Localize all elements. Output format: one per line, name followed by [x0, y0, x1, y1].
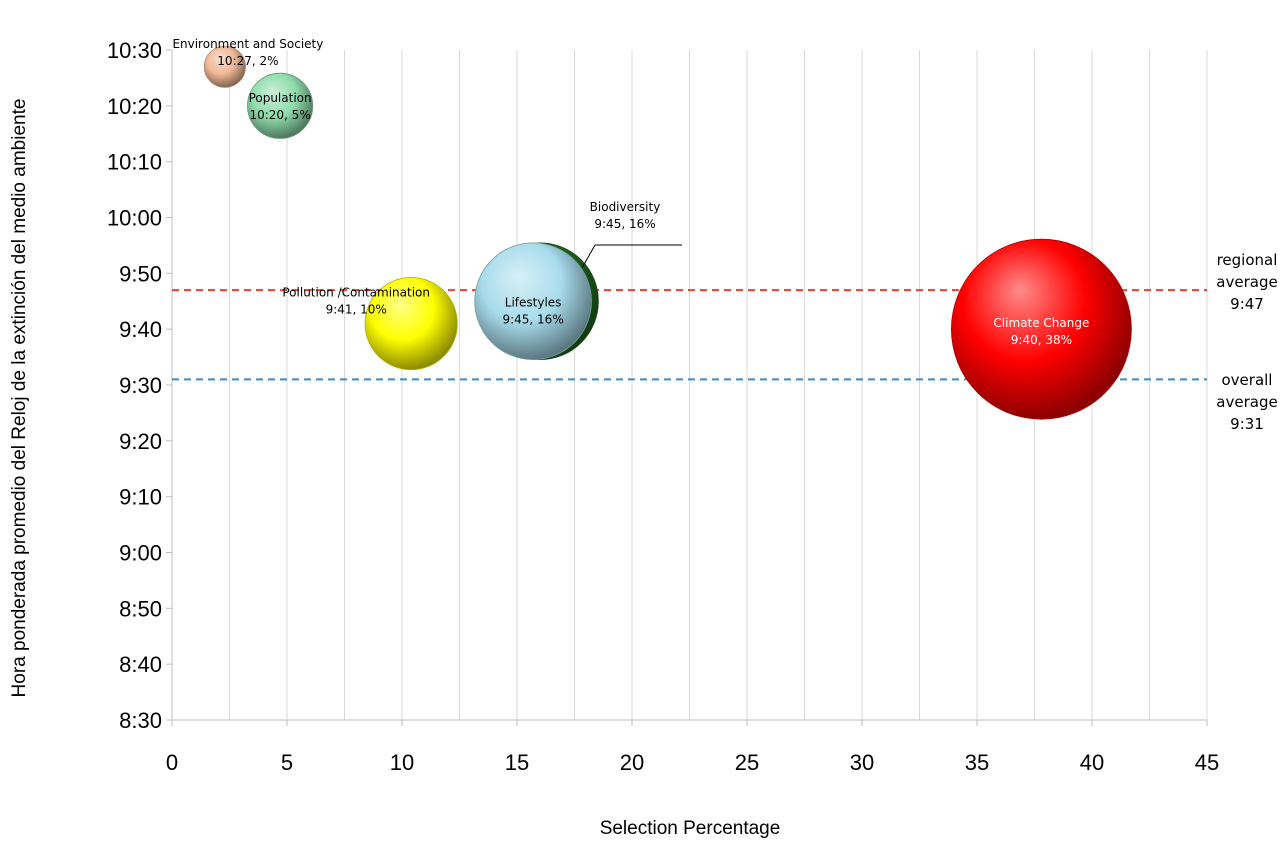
bubble-label: 9:40, 38% — [1011, 333, 1072, 347]
x-tick-label: 30 — [850, 750, 874, 775]
y-tick-label: 9:50 — [119, 261, 162, 286]
bubble-label: Biodiversity — [590, 200, 661, 214]
y-tick-label: 9:10 — [119, 485, 162, 510]
y-tick-label: 10:30 — [107, 38, 162, 63]
y-tick-label: 8:50 — [119, 596, 162, 621]
bubble-label: 9:45, 16% — [502, 312, 563, 326]
axes: 8:30 8:40 8:50 9:00 9:10 9:20 9:30 9:40 9:50 10:0… — [107, 38, 1219, 775]
bubble-climate-change — [951, 238, 1132, 420]
bubble-population — [247, 72, 314, 139]
x-axis-title: Selection Percentage — [600, 818, 781, 839]
bubble-label: Population — [249, 91, 312, 105]
callout-line — [581, 244, 596, 269]
x-tick-label: 35 — [965, 750, 989, 775]
reference-line-label: average — [1216, 273, 1277, 291]
reference-line-label: average — [1216, 393, 1277, 411]
bubble-label: 10:20, 5% — [249, 108, 310, 122]
bubble-label: Climate Change — [993, 316, 1089, 330]
x-tick-label: 10 — [390, 750, 414, 775]
reference-line-label: 9:47 — [1230, 295, 1264, 313]
y-tick-label: 10:20 — [107, 94, 162, 119]
bubble-label: 10:27, 2% — [217, 54, 278, 68]
bubbles — [203, 45, 1132, 420]
x-tick-label: 15 — [505, 750, 529, 775]
y-tick-label: 9:20 — [119, 429, 162, 454]
reference-line-label: 9:31 — [1230, 415, 1264, 433]
bubble-lifestyles — [474, 242, 592, 361]
bubble-pollution-contamination — [364, 277, 458, 371]
bubble-label: Pollution /Contamination — [282, 286, 430, 300]
reference-lines: regional average 9:47 overall average 9:31 — [172, 251, 1278, 433]
bubble-labels: Environment and Society 10:27, 2% Populati… — [172, 37, 1089, 347]
bubble-label: 9:41, 10% — [326, 303, 387, 317]
x-tick-label: 0 — [166, 750, 178, 775]
y-tick-label: 9:40 — [119, 317, 162, 342]
x-tick-label: 5 — [281, 750, 293, 775]
y-tick-label: 10:00 — [107, 206, 162, 231]
x-tick-label: 40 — [1080, 750, 1104, 775]
x-tick-label: 45 — [1195, 750, 1219, 775]
bubble-environment-and-society — [203, 45, 246, 88]
reference-line-label: overall — [1222, 371, 1273, 389]
bubble-label: 9:45, 16% — [594, 217, 655, 231]
bubble-label: Environment and Society — [172, 37, 323, 51]
y-tick-label: 8:40 — [119, 652, 162, 677]
y-tick-label: 9:30 — [119, 373, 162, 398]
y-axis-title: Hora ponderada promedio del Reloj de la … — [9, 99, 30, 698]
y-tick-label: 10:10 — [107, 150, 162, 175]
x-tick-label: 25 — [735, 750, 759, 775]
y-tick-label: 9:00 — [119, 541, 162, 566]
reference-line-label: regional — [1217, 251, 1278, 269]
bubble-label: Lifestyles — [505, 295, 562, 309]
y-tick-label: 8:30 — [119, 708, 162, 733]
x-tick-label: 20 — [620, 750, 644, 775]
